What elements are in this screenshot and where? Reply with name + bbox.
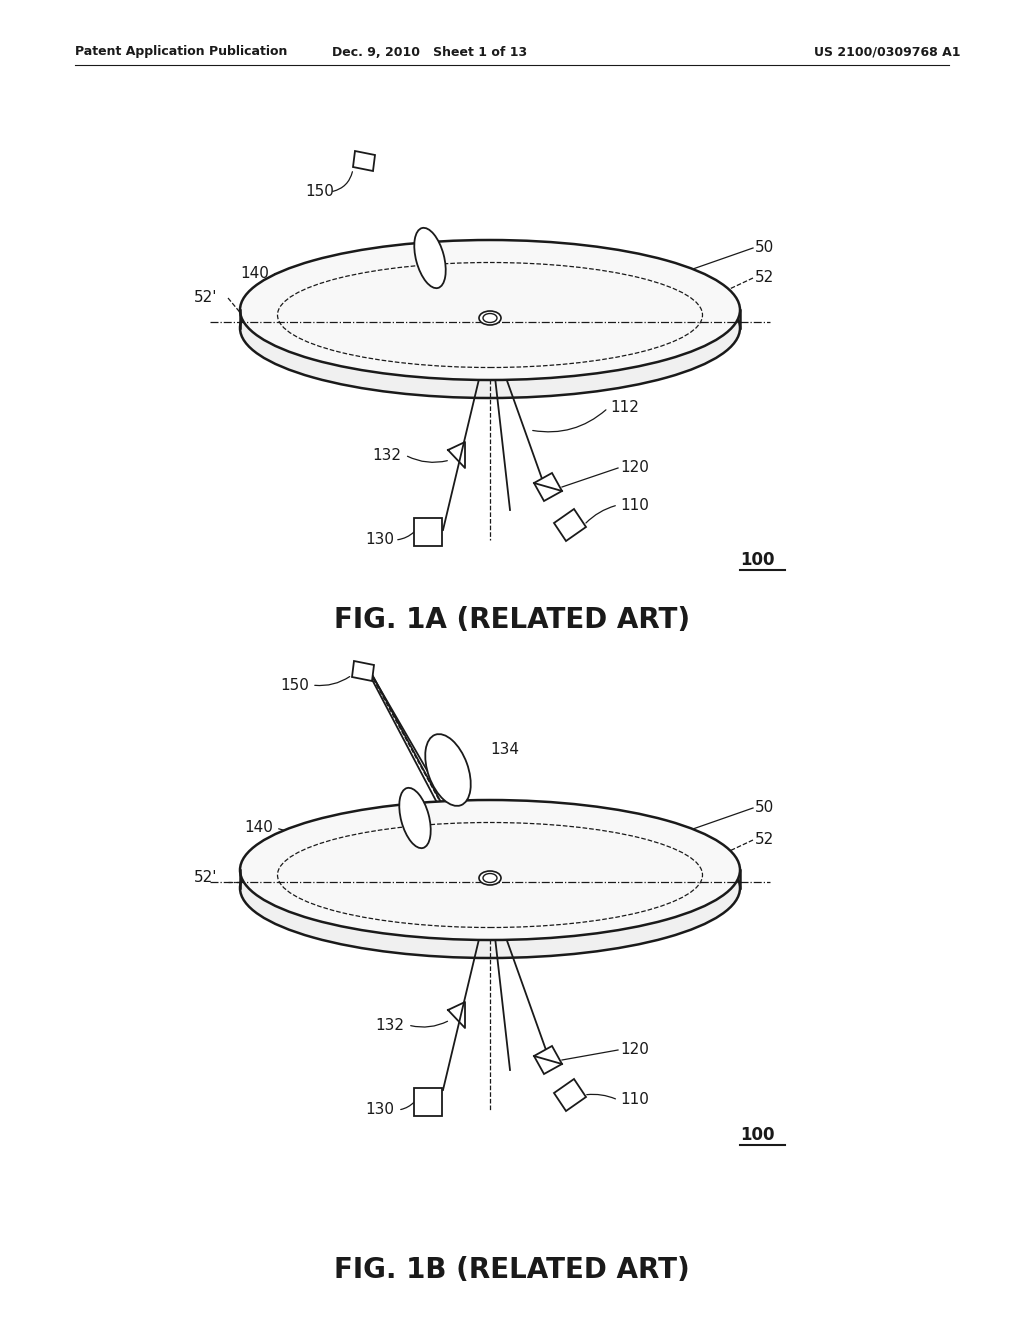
Text: 150: 150 [305, 185, 334, 199]
Polygon shape [554, 1078, 586, 1111]
Polygon shape [534, 1045, 562, 1074]
Text: 130: 130 [365, 1102, 394, 1118]
Text: 120: 120 [620, 1043, 649, 1057]
Polygon shape [554, 510, 586, 541]
Text: Patent Application Publication: Patent Application Publication [75, 45, 288, 58]
Text: A: A [525, 858, 535, 873]
Text: FIG. 1A (RELATED ART): FIG. 1A (RELATED ART) [334, 606, 690, 634]
Text: Dec. 9, 2010   Sheet 1 of 13: Dec. 9, 2010 Sheet 1 of 13 [333, 45, 527, 58]
Ellipse shape [483, 874, 497, 883]
Text: 150: 150 [280, 677, 309, 693]
Text: 52: 52 [755, 833, 774, 847]
Text: 50: 50 [755, 800, 774, 816]
Polygon shape [352, 661, 374, 681]
FancyBboxPatch shape [414, 1088, 442, 1115]
Text: 140: 140 [240, 265, 269, 281]
Ellipse shape [240, 240, 740, 380]
Ellipse shape [483, 314, 497, 322]
Text: A: A [525, 858, 535, 873]
Ellipse shape [425, 734, 471, 807]
Text: 50: 50 [755, 240, 774, 256]
Text: 130: 130 [365, 532, 394, 548]
Ellipse shape [399, 788, 431, 849]
Ellipse shape [240, 818, 740, 958]
Ellipse shape [415, 228, 445, 288]
Text: 132: 132 [372, 447, 401, 462]
Text: 100: 100 [740, 550, 774, 569]
Ellipse shape [240, 800, 740, 940]
Polygon shape [534, 473, 562, 502]
Ellipse shape [479, 312, 501, 325]
Text: FIG. 1B (RELATED ART): FIG. 1B (RELATED ART) [334, 1257, 690, 1284]
FancyBboxPatch shape [414, 517, 442, 546]
Text: 110: 110 [620, 1093, 649, 1107]
Text: 140: 140 [244, 821, 272, 836]
Ellipse shape [479, 871, 501, 884]
Text: 52': 52' [194, 870, 217, 886]
Text: 132: 132 [375, 1018, 404, 1032]
Text: 110: 110 [620, 498, 649, 512]
Ellipse shape [240, 257, 740, 399]
Text: 112: 112 [610, 400, 639, 416]
Text: US 2100/0309768 A1: US 2100/0309768 A1 [813, 45, 961, 58]
Text: 52: 52 [755, 271, 774, 285]
Text: 52': 52' [194, 290, 217, 305]
Text: 100: 100 [740, 1126, 774, 1144]
Text: 134: 134 [490, 742, 519, 758]
Text: A: A [525, 298, 535, 312]
Polygon shape [353, 150, 375, 172]
Text: 120: 120 [620, 461, 649, 475]
